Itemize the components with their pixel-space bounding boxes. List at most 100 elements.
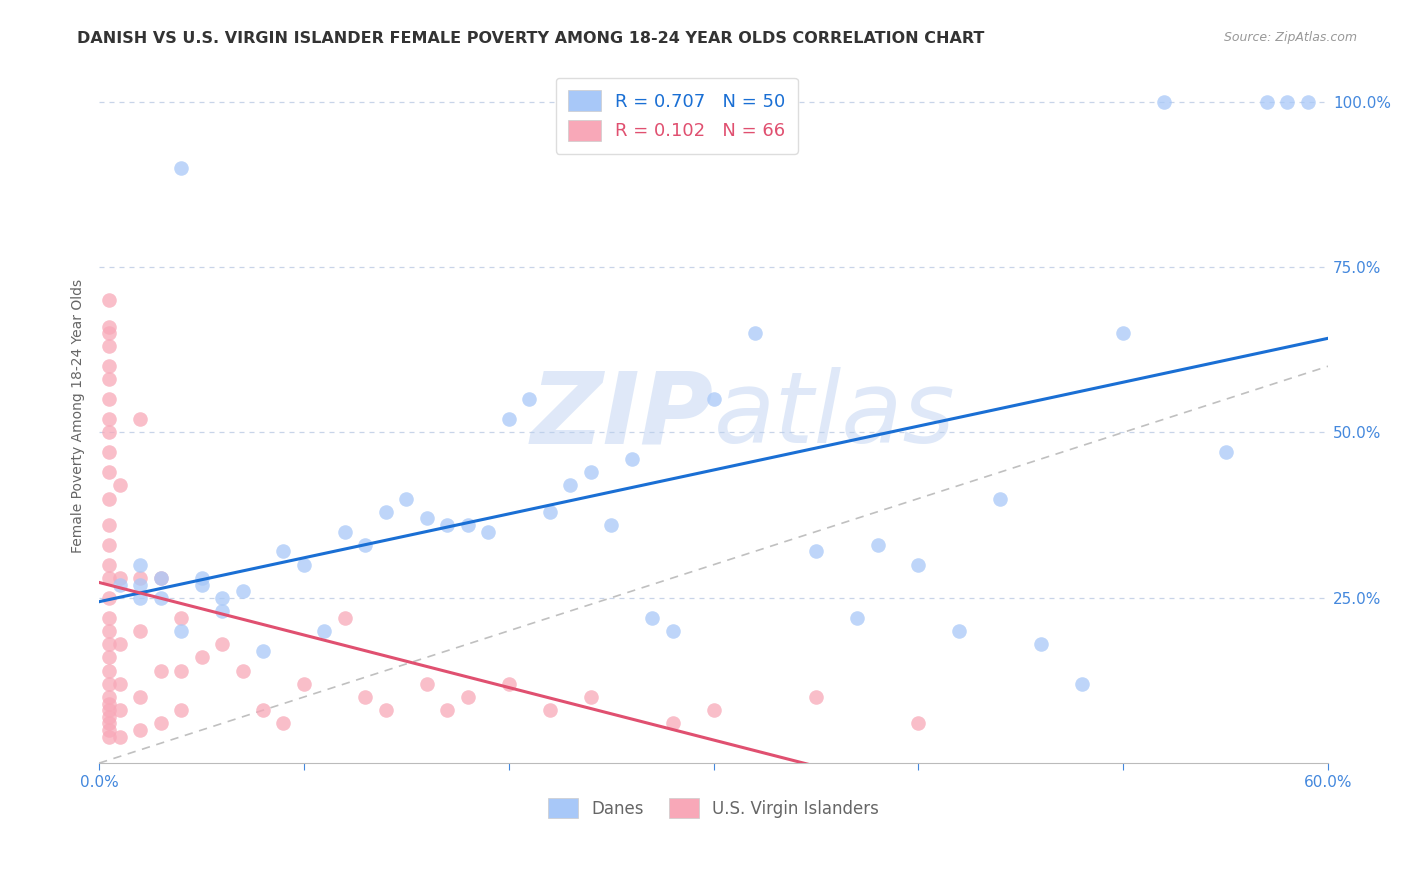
Point xyxy=(436,703,458,717)
Point xyxy=(354,690,377,704)
Point xyxy=(292,677,315,691)
Point xyxy=(108,637,131,651)
Point xyxy=(98,445,121,459)
Point xyxy=(98,650,121,665)
Point xyxy=(98,326,121,340)
Point xyxy=(170,664,193,678)
Point xyxy=(990,491,1012,506)
Point xyxy=(498,412,520,426)
Point xyxy=(170,624,193,638)
Point xyxy=(661,624,683,638)
Point xyxy=(374,505,396,519)
Point xyxy=(703,392,725,407)
Point xyxy=(98,591,121,605)
Point xyxy=(149,571,172,585)
Point xyxy=(190,577,212,591)
Point xyxy=(190,571,212,585)
Point xyxy=(600,518,623,533)
Point xyxy=(498,677,520,691)
Point xyxy=(252,703,274,717)
Point xyxy=(1153,95,1175,109)
Point xyxy=(98,703,121,717)
Point xyxy=(1071,677,1094,691)
Point xyxy=(252,643,274,657)
Point xyxy=(579,465,602,479)
Point xyxy=(170,161,193,175)
Point xyxy=(129,690,152,704)
Point xyxy=(907,716,929,731)
Point xyxy=(98,664,121,678)
Point xyxy=(98,571,121,585)
Text: Source: ZipAtlas.com: Source: ZipAtlas.com xyxy=(1223,31,1357,45)
Point xyxy=(98,359,121,374)
Point xyxy=(149,716,172,731)
Point xyxy=(98,491,121,506)
Point xyxy=(98,697,121,711)
Text: atlas: atlas xyxy=(714,368,955,465)
Point xyxy=(98,538,121,552)
Point xyxy=(231,584,253,599)
Point xyxy=(129,558,152,572)
Point xyxy=(98,690,121,704)
Point xyxy=(211,637,233,651)
Point xyxy=(108,677,131,691)
Point xyxy=(1256,95,1278,109)
Point xyxy=(477,524,499,539)
Point xyxy=(907,558,929,572)
Point xyxy=(98,610,121,624)
Point xyxy=(108,703,131,717)
Point xyxy=(948,624,970,638)
Point xyxy=(149,664,172,678)
Point xyxy=(866,538,889,552)
Point xyxy=(314,624,336,638)
Point xyxy=(108,571,131,585)
Point xyxy=(354,538,377,552)
Point xyxy=(108,478,131,492)
Point xyxy=(170,610,193,624)
Point xyxy=(211,604,233,618)
Point xyxy=(129,591,152,605)
Point xyxy=(98,716,121,731)
Point xyxy=(129,571,152,585)
Point xyxy=(190,650,212,665)
Point xyxy=(1296,95,1319,109)
Point xyxy=(395,491,418,506)
Point xyxy=(457,690,479,704)
Point xyxy=(703,703,725,717)
Point xyxy=(170,703,193,717)
Point xyxy=(149,571,172,585)
Point xyxy=(129,723,152,737)
Point xyxy=(620,451,643,466)
Point xyxy=(538,703,561,717)
Point xyxy=(98,412,121,426)
Point xyxy=(98,677,121,691)
Point xyxy=(416,677,439,691)
Point xyxy=(560,478,582,492)
Point xyxy=(538,505,561,519)
Point xyxy=(98,339,121,353)
Point xyxy=(292,558,315,572)
Point xyxy=(98,518,121,533)
Point xyxy=(333,610,356,624)
Point xyxy=(804,544,827,558)
Y-axis label: Female Poverty Among 18-24 Year Olds: Female Poverty Among 18-24 Year Olds xyxy=(72,279,86,553)
Point xyxy=(846,610,869,624)
Point xyxy=(436,518,458,533)
Point xyxy=(231,664,253,678)
Point xyxy=(333,524,356,539)
Point xyxy=(98,624,121,638)
Point xyxy=(273,716,295,731)
Point xyxy=(108,730,131,744)
Legend: Danes, U.S. Virgin Islanders: Danes, U.S. Virgin Islanders xyxy=(541,792,886,824)
Point xyxy=(98,710,121,724)
Point xyxy=(149,591,172,605)
Point xyxy=(1112,326,1135,340)
Text: DANISH VS U.S. VIRGIN ISLANDER FEMALE POVERTY AMONG 18-24 YEAR OLDS CORRELATION : DANISH VS U.S. VIRGIN ISLANDER FEMALE PO… xyxy=(77,31,984,46)
Point xyxy=(98,465,121,479)
Point xyxy=(457,518,479,533)
Point xyxy=(108,577,131,591)
Point xyxy=(211,591,233,605)
Point xyxy=(661,716,683,731)
Point xyxy=(517,392,540,407)
Point xyxy=(98,372,121,386)
